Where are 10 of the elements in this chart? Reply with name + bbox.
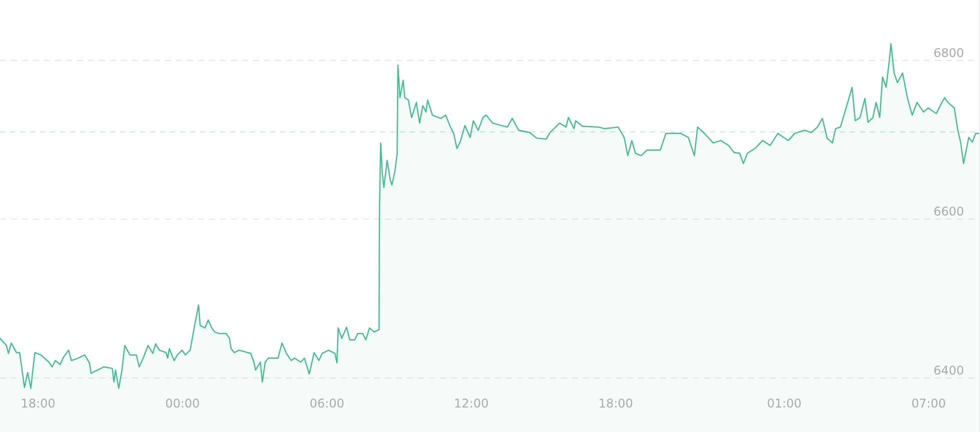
- x-tick-label: 06:00: [310, 396, 344, 411]
- x-tick-label: 07:00: [911, 396, 946, 411]
- y-tick-label: 6600: [933, 204, 964, 219]
- x-tick-label: 00:00: [165, 396, 200, 411]
- x-tick-label: 12:00: [454, 396, 489, 411]
- y-tick-label: 6800: [933, 46, 964, 60]
- x-tick-label: 18:00: [598, 396, 634, 411]
- x-tick-label: 18:00: [20, 396, 56, 411]
- y-tick-label: 6400: [933, 363, 964, 378]
- x-tick-label: 01:00: [766, 396, 802, 411]
